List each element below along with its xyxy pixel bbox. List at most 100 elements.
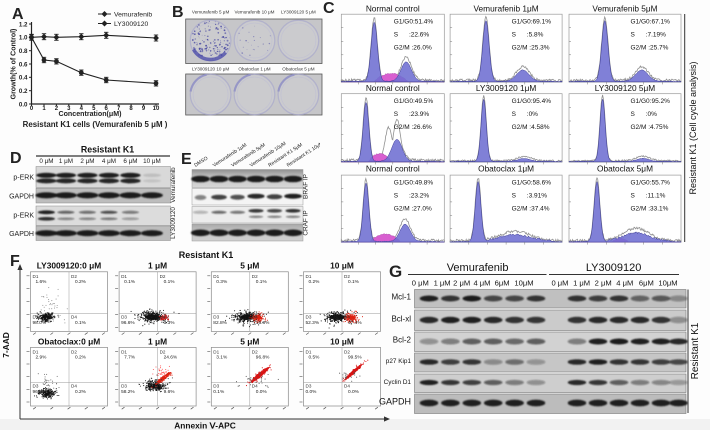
svg-text:24.6%: 24.6% <box>164 354 178 360</box>
svg-text:LY3009120 5 μM: LY3009120 5 μM <box>281 10 316 15</box>
svg-text:1 μM: 1 μM <box>434 278 451 287</box>
svg-text:D2: D2 <box>160 274 166 279</box>
svg-text:2 μM: 2 μM <box>595 278 612 287</box>
svg-text:Obatoclax 1 μM: Obatoclax 1 μM <box>238 67 270 72</box>
svg-text:0.6: 0.6 <box>19 61 28 68</box>
svg-text:G2/M :4.75%: G2/M :4.75% <box>631 124 669 131</box>
svg-text:10μM: 10μM <box>514 278 533 287</box>
svg-text:CRAF IP: CRAF IP <box>303 210 310 235</box>
svg-text:D2: D2 <box>344 274 350 279</box>
svg-text:0.2%: 0.2% <box>75 354 87 360</box>
svg-text:6: 6 <box>105 106 109 112</box>
svg-text:0.2%: 0.2% <box>75 279 87 285</box>
svg-text:Obatoclax:0 μM: Obatoclax:0 μM <box>38 337 100 347</box>
svg-text:D2: D2 <box>160 349 166 354</box>
svg-text:Vemurafenib: Vemurafenib <box>170 167 177 203</box>
svg-text:G1/G0:67.1%: G1/G0:67.1% <box>631 18 671 25</box>
svg-text:G1/G0:95.4%: G1/G0:95.4% <box>512 98 552 105</box>
svg-text:1.0: 1.0 <box>19 35 28 42</box>
svg-text:p-ERK: p-ERK <box>13 175 34 182</box>
svg-text:G1/G0:49.8%: G1/G0:49.8% <box>394 179 434 186</box>
svg-text:9: 9 <box>142 106 146 112</box>
svg-text:2.9%: 2.9% <box>36 354 48 360</box>
svg-text:1 μM: 1 μM <box>148 337 167 347</box>
svg-text:Resistant K1: Resistant K1 <box>81 145 134 155</box>
svg-text:1: 1 <box>42 106 46 112</box>
svg-text:LY3009120 1μM: LY3009120 1μM <box>476 83 537 93</box>
svg-text:D3: D3 <box>306 384 312 389</box>
svg-text:0.5%: 0.5% <box>309 354 321 360</box>
svg-text:S :0%: S :0% <box>512 111 539 118</box>
svg-text:0.2%: 0.2% <box>309 279 321 285</box>
svg-text:98.0%: 98.0% <box>33 320 47 326</box>
svg-text:2 μM: 2 μM <box>453 278 470 287</box>
svg-text:A: A <box>12 6 24 23</box>
svg-text:D3: D3 <box>213 315 219 320</box>
svg-text:Vemurafenib 5μM: Vemurafenib 5μM <box>592 4 657 14</box>
svg-text:0.8: 0.8 <box>19 48 28 55</box>
svg-text:G2/M :25.3%: G2/M :25.3% <box>512 44 550 51</box>
svg-text:Annexin Ⅴ-APC: Annexin Ⅴ-APC <box>174 421 236 430</box>
svg-text:F: F <box>10 253 20 270</box>
svg-text:5: 5 <box>92 106 96 112</box>
svg-text:82.8%: 82.8% <box>213 320 227 326</box>
svg-text:6 μM: 6 μM <box>123 158 137 165</box>
svg-text:8: 8 <box>129 106 133 112</box>
svg-text:10 μM: 10 μM <box>143 158 161 165</box>
svg-text:D2: D2 <box>71 349 77 354</box>
svg-text:Normal control: Normal control <box>366 4 420 14</box>
svg-text:LY3009120: LY3009120 <box>586 262 641 274</box>
svg-text:0.1%: 0.1% <box>348 279 360 285</box>
svg-text:0.1%: 0.1% <box>124 279 136 285</box>
svg-text:6μM: 6μM <box>639 278 654 287</box>
svg-text:Growth(% of Control): Growth(% of Control) <box>11 29 18 100</box>
svg-text:Normal control: Normal control <box>366 164 420 174</box>
svg-text:4 μM: 4 μM <box>473 278 490 287</box>
svg-text:D1: D1 <box>213 349 219 354</box>
svg-text:D3: D3 <box>33 384 39 389</box>
svg-text:S :5.8%: S :5.8% <box>512 31 544 38</box>
svg-text:Obatoclax 5μM: Obatoclax 5μM <box>597 164 653 174</box>
svg-text:D3: D3 <box>121 315 127 320</box>
svg-text:p-ERK: p-ERK <box>13 213 34 220</box>
svg-text:Vemurafenib 1μM: Vemurafenib 1μM <box>473 4 538 14</box>
svg-text:1 μM: 1 μM <box>59 158 73 165</box>
svg-text:Cyclin D1: Cyclin D1 <box>384 379 412 386</box>
svg-text:LY3009120:0 μM: LY3009120:0 μM <box>37 260 101 270</box>
svg-text:0 μM: 0 μM <box>39 158 53 165</box>
svg-text:LY3009120 5μM: LY3009120 5μM <box>595 83 656 93</box>
svg-text:D2: D2 <box>252 274 258 279</box>
svg-text:0.3%: 0.3% <box>216 279 228 285</box>
svg-text:S :23.2%: S :23.2% <box>394 192 430 199</box>
svg-text:DMSO: DMSO <box>193 155 209 168</box>
svg-text:D3: D3 <box>121 384 127 389</box>
svg-text:GAPDH: GAPDH <box>9 193 34 200</box>
svg-text:S :7.19%: S :7.19% <box>631 31 667 38</box>
svg-text:0 μM: 0 μM <box>412 278 429 287</box>
svg-text:1.2: 1.2 <box>19 21 28 28</box>
svg-text:Resistant K1: Resistant K1 <box>690 322 701 379</box>
svg-text:D2: D2 <box>252 349 258 354</box>
svg-text:G1/G0:51.4%: G1/G0:51.4% <box>394 18 434 25</box>
svg-text:Obatoclax 5 μM: Obatoclax 5 μM <box>282 67 314 72</box>
svg-text:S :3.91%: S :3.91% <box>512 192 548 199</box>
svg-text:G1/G0:95.2%: G1/G0:95.2% <box>631 98 671 105</box>
svg-text:G1/G0:58.6%: G1/G0:58.6% <box>512 179 552 186</box>
svg-text:0.4: 0.4 <box>19 75 28 82</box>
svg-text:5 μM: 5 μM <box>240 260 259 270</box>
svg-text:2: 2 <box>55 106 59 112</box>
svg-text:D4: D4 <box>344 384 350 389</box>
svg-text:96.6%: 96.6% <box>121 320 135 326</box>
svg-text:Resistant K1 cells (Vemurafeni: Resistant K1 cells (Vemurafenib 5 μM ) <box>23 120 168 129</box>
svg-text:0.1%: 0.1% <box>75 320 87 326</box>
svg-text:D4: D4 <box>252 315 258 320</box>
svg-text:0.1%: 0.1% <box>256 279 268 285</box>
svg-text:0.2%: 0.2% <box>75 389 87 395</box>
svg-text:3: 3 <box>67 106 71 112</box>
svg-text:47.4%: 47.4% <box>348 320 362 326</box>
svg-text:GAPDH: GAPDH <box>379 397 411 407</box>
svg-text:G2/M :37.4%: G2/M :37.4% <box>512 205 550 212</box>
svg-text:0.0%: 0.0% <box>256 389 268 395</box>
svg-text:G2/M :26.0%: G2/M :26.0% <box>394 44 432 51</box>
svg-text:3.3%: 3.3% <box>164 320 176 326</box>
